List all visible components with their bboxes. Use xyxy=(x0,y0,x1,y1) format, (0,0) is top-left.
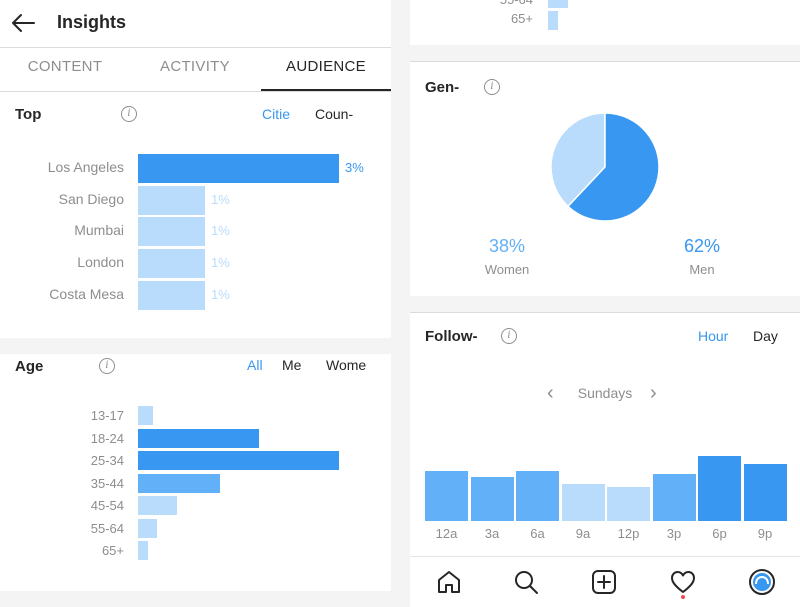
home-icon[interactable] xyxy=(435,568,463,596)
followers-title: Follow- xyxy=(425,328,478,345)
age-bar xyxy=(138,428,259,448)
age-bar xyxy=(138,541,148,560)
tabs-divider xyxy=(0,91,391,92)
city-label: London xyxy=(77,254,124,271)
city-bar xyxy=(138,185,205,215)
info-icon[interactable]: i xyxy=(501,328,517,344)
toggle-cities[interactable]: Citie xyxy=(262,106,291,122)
section-separator xyxy=(0,591,391,607)
active-tab-indicator xyxy=(261,89,391,91)
hour-tick-label: 6p xyxy=(712,526,727,541)
city-label: Los Angeles xyxy=(47,159,124,175)
hour-tick-label: 3p xyxy=(666,526,682,541)
age-bar xyxy=(138,496,177,515)
section-separator xyxy=(410,45,800,61)
divider xyxy=(410,312,800,313)
city-bar xyxy=(138,154,339,183)
followers-hour-bar xyxy=(425,471,468,521)
toggle-countries[interactable]: Coun- xyxy=(315,106,354,122)
info-icon[interactable]: i xyxy=(99,358,115,374)
men-label: Men xyxy=(689,262,715,277)
men-percent: 62% xyxy=(683,236,721,256)
hour-tick-label: 6a xyxy=(530,526,545,541)
followers-hour-bar xyxy=(470,477,514,521)
info-icon[interactable]: i xyxy=(484,79,500,95)
hour-tick-label: 12p xyxy=(617,526,640,541)
age-range-title: Age xyxy=(15,358,44,375)
info-icon[interactable]: i xyxy=(121,106,137,122)
tab-content[interactable]: CONTENT xyxy=(27,58,103,75)
tab-audience[interactable]: AUDIENCE xyxy=(286,58,366,75)
page-title: Insights xyxy=(57,12,127,32)
age-label: 18-24 xyxy=(90,430,124,446)
city-percent-label: 1% xyxy=(211,223,230,239)
next-day-chevron-icon[interactable]: › xyxy=(650,382,657,404)
city-label: Mumbai xyxy=(74,222,124,239)
section-separator xyxy=(0,338,391,354)
city-percent-label: 1% xyxy=(211,191,230,207)
prev-day-chevron-icon[interactable]: ‹ xyxy=(547,382,554,404)
screen-gap xyxy=(391,0,410,607)
age-bar xyxy=(138,406,153,425)
toggle-men[interactable]: Me xyxy=(282,357,302,373)
age-label: 13-17 xyxy=(90,408,124,423)
women-label: Women xyxy=(484,262,530,277)
city-bar xyxy=(138,217,205,247)
pie-slice-men xyxy=(566,112,660,222)
age-label: 55-64 xyxy=(90,520,124,536)
followers-hour-bar xyxy=(607,487,650,521)
followers-hour-bar xyxy=(561,484,605,521)
hour-tick-label: 9a xyxy=(575,526,591,541)
city-bar xyxy=(138,280,205,310)
day-selector-label: Sundays xyxy=(577,385,633,401)
divider xyxy=(410,61,800,62)
age-tail-partial-label: 55-64 xyxy=(493,0,533,7)
hour-tick-label: 12a xyxy=(435,526,458,541)
hour-tick-label: 9p xyxy=(757,526,773,541)
age-label: 65+ xyxy=(101,543,124,558)
toggle-all[interactable]: All xyxy=(247,357,263,373)
city-percent-label: 1% xyxy=(211,255,230,271)
profile-avatar-icon[interactable] xyxy=(748,568,776,596)
insights-left-panel: Insights CONTENT ACTIVITY AUDIENCE Top i… xyxy=(0,0,391,607)
gender-pie-chart xyxy=(550,112,660,222)
section-separator xyxy=(410,296,800,312)
toggle-women[interactable]: Wome xyxy=(326,357,367,373)
add-post-icon[interactable] xyxy=(590,568,618,596)
age-tail-label: 65+ xyxy=(510,11,533,26)
age-tail-bar xyxy=(548,11,558,30)
hour-tick-label: 3a xyxy=(484,526,500,541)
city-label: Costa Mesa xyxy=(49,285,124,302)
followers-hour-bar xyxy=(652,474,696,521)
back-arrow-icon[interactable] xyxy=(10,12,36,39)
city-percent-label: 3% xyxy=(345,160,364,175)
followers-hour-bar xyxy=(516,471,559,521)
followers-hour-bar xyxy=(698,456,741,521)
gender-title: Gen- xyxy=(425,79,460,96)
bottom-nav-divider xyxy=(410,556,800,557)
age-bar xyxy=(138,473,220,493)
age-bar xyxy=(138,518,157,538)
women-percent: 38% xyxy=(488,236,526,256)
age-label: 35-44 xyxy=(90,475,124,491)
age-label: 45-54 xyxy=(90,498,124,513)
age-label: 25-34 xyxy=(90,453,124,468)
age-bar xyxy=(138,451,339,470)
followers-hour-bar xyxy=(743,464,787,521)
header-divider xyxy=(0,47,391,48)
tab-activity[interactable]: ACTIVITY xyxy=(160,58,230,75)
toggle-days[interactable]: Day xyxy=(753,328,778,344)
pie-slice-women xyxy=(550,112,606,208)
city-label: San Diego xyxy=(58,190,124,207)
toggle-hours[interactable]: Hour xyxy=(698,328,729,344)
insights-right-panel: 55-64 65+ Gen- i 38% Women 62% Men Follo… xyxy=(410,0,800,607)
city-bar xyxy=(138,249,205,279)
search-icon[interactable] xyxy=(512,568,540,596)
city-percent-label: 1% xyxy=(211,286,230,302)
age-tail-partial-bar xyxy=(548,0,568,8)
top-locations-title: Top xyxy=(15,106,42,123)
activity-heart-icon[interactable] xyxy=(669,568,697,599)
